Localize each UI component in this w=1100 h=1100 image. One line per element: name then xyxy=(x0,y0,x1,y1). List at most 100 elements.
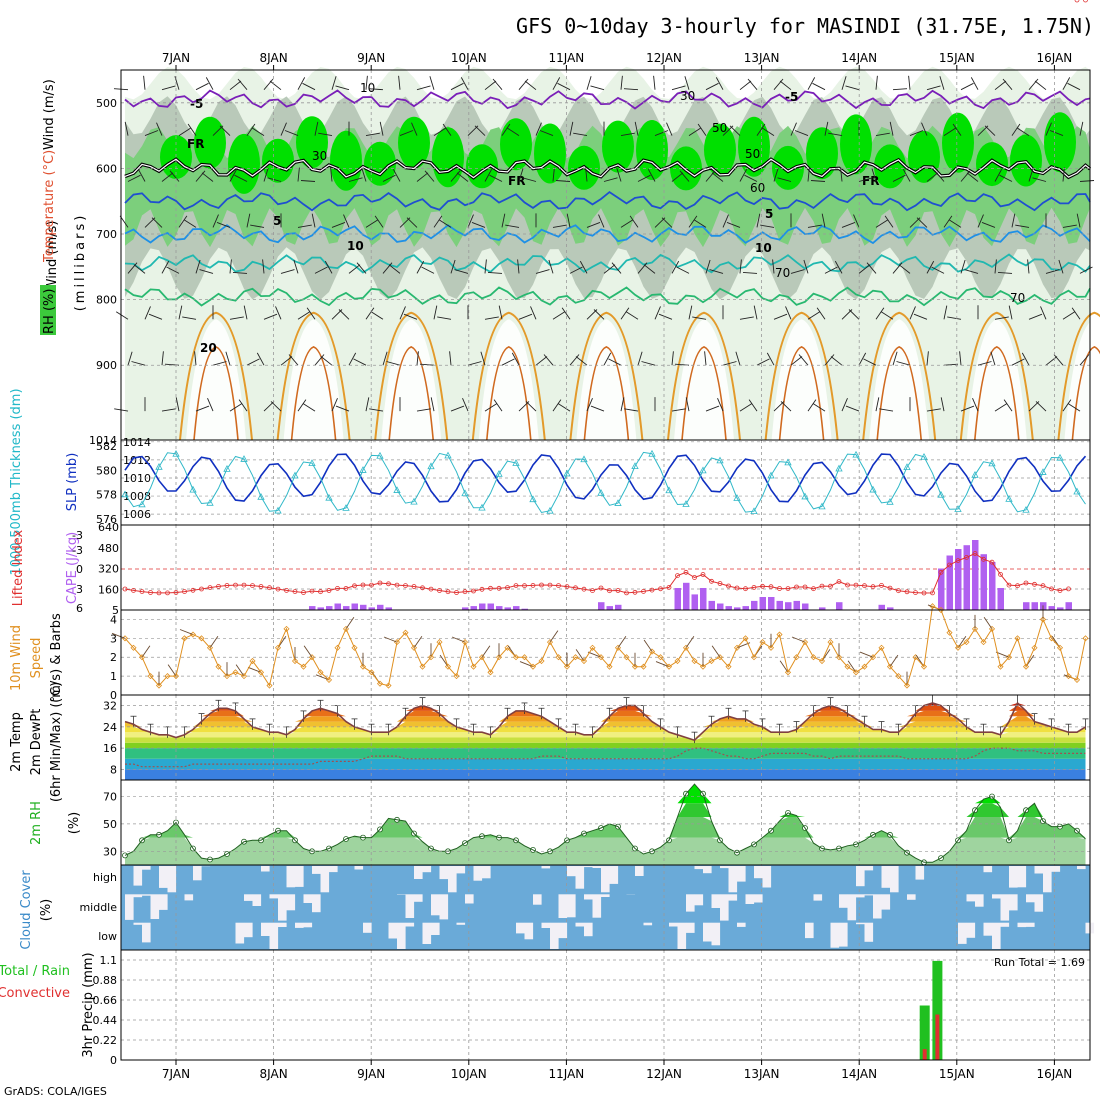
cloud-cell xyxy=(1026,894,1035,903)
wind-barb xyxy=(981,221,996,228)
li-marker xyxy=(887,585,893,591)
thickness-marker xyxy=(1005,495,1013,502)
wind-barb xyxy=(879,408,894,412)
panel-frame xyxy=(120,524,1091,611)
cloud-layer-label: middle xyxy=(79,901,117,914)
thickness-marker xyxy=(121,490,129,498)
wind-barb xyxy=(824,266,838,274)
wind-barb xyxy=(977,361,992,366)
wind-barb xyxy=(585,167,588,182)
bottom-date-label: 16JAN xyxy=(1037,1067,1073,1081)
cloud-cell xyxy=(864,922,874,942)
wind-barb xyxy=(598,214,605,228)
li-marker xyxy=(989,559,995,565)
wind-barb xyxy=(1079,354,1090,366)
cape-bar xyxy=(878,604,885,610)
wind-tick: 0 xyxy=(110,689,117,702)
wind-barb xyxy=(766,352,775,366)
wind-barb xyxy=(263,168,269,182)
wind-barb xyxy=(169,170,180,182)
thickness-marker xyxy=(971,470,979,478)
wind-barb xyxy=(484,316,499,320)
wind-marker xyxy=(606,663,613,670)
wind-barb xyxy=(676,266,690,274)
cape-bar xyxy=(1031,602,1038,610)
wind-barb xyxy=(926,85,941,91)
cape-bar xyxy=(317,607,324,610)
lifted-index-label: Lifted Index xyxy=(11,529,26,606)
wind-barb xyxy=(643,264,656,274)
wind-barb xyxy=(586,398,593,412)
wind-barb xyxy=(616,168,622,182)
thickness-marker xyxy=(342,504,350,511)
cloud-cell xyxy=(558,894,568,918)
wind-barb xyxy=(535,122,542,136)
cloud-cell xyxy=(295,922,304,928)
slp-tick: 1010 xyxy=(123,472,151,485)
bottom-date-label: 12JAN xyxy=(646,1067,682,1081)
thickness-marker xyxy=(359,466,367,473)
wind-barb xyxy=(1067,82,1081,91)
wind-barb xyxy=(1008,305,1013,320)
cape-tick: 5 xyxy=(112,604,119,617)
wind-barb xyxy=(297,167,300,182)
wind-marker xyxy=(232,669,239,676)
rh2m-band xyxy=(125,837,1086,865)
thickness-marker xyxy=(801,492,809,500)
wind-marker xyxy=(640,663,647,670)
wind-barb xyxy=(1028,313,1043,320)
background-layer xyxy=(121,66,1100,950)
thickness-label: 1000-500mb Thickness (dm) xyxy=(9,388,24,575)
wind-barb xyxy=(972,398,979,412)
wind-barb xyxy=(807,77,816,90)
wind-barb xyxy=(1079,121,1084,136)
wind-barb xyxy=(450,170,461,182)
cloud-cell xyxy=(881,866,891,888)
wind-marker xyxy=(861,663,868,670)
cloud-cell xyxy=(533,894,542,905)
wind-barb xyxy=(548,259,554,274)
cloud-cell xyxy=(1009,866,1018,888)
cape-bar xyxy=(504,607,511,610)
wind-barb xyxy=(199,269,214,274)
wind-barb xyxy=(756,358,770,366)
wind-marker xyxy=(385,682,392,689)
dry-loop xyxy=(478,319,539,440)
cape-bar xyxy=(938,568,945,610)
wind-barb xyxy=(1049,130,1064,137)
cloud-cell xyxy=(269,894,279,899)
temp-minmax-label: (6hr Min/Max) (°C) xyxy=(49,682,64,802)
wind-barb xyxy=(705,405,720,412)
wind-marker xyxy=(844,663,851,670)
wind-barb xyxy=(566,213,571,228)
wind-barb xyxy=(280,356,293,366)
wind-barb xyxy=(127,262,138,274)
temp-line xyxy=(124,701,1086,742)
wind-barb xyxy=(848,309,860,320)
wind-barb xyxy=(926,172,939,182)
bottom-date-label: 15JAN xyxy=(939,1067,975,1081)
wind-barb xyxy=(807,224,822,228)
wind-barb xyxy=(238,399,248,412)
top-date-label: 15JAN xyxy=(939,51,975,65)
wind-barb xyxy=(697,123,707,136)
cloud-cell xyxy=(235,922,245,944)
warm-isotherm-loop xyxy=(179,311,253,441)
cape-bar xyxy=(802,603,809,610)
wind-barb xyxy=(148,313,163,320)
cape-bar xyxy=(963,545,970,610)
precip-units-label: 3hr Precip (mm) xyxy=(81,952,96,1057)
contour-label: 60 xyxy=(750,181,765,195)
rh2m-tick: 50 xyxy=(103,818,117,831)
wind-barb xyxy=(484,403,498,412)
contour-label: 20 xyxy=(200,341,217,355)
cape-bar xyxy=(946,555,953,610)
cloud-cell xyxy=(839,894,848,908)
cape-bar xyxy=(1048,606,1055,610)
wind-barb xyxy=(156,122,163,136)
wind-barb xyxy=(314,354,325,366)
thickness-marker xyxy=(869,485,877,493)
wind-barb xyxy=(522,177,537,182)
wind-barb xyxy=(943,127,957,136)
wind-barb xyxy=(858,264,871,274)
